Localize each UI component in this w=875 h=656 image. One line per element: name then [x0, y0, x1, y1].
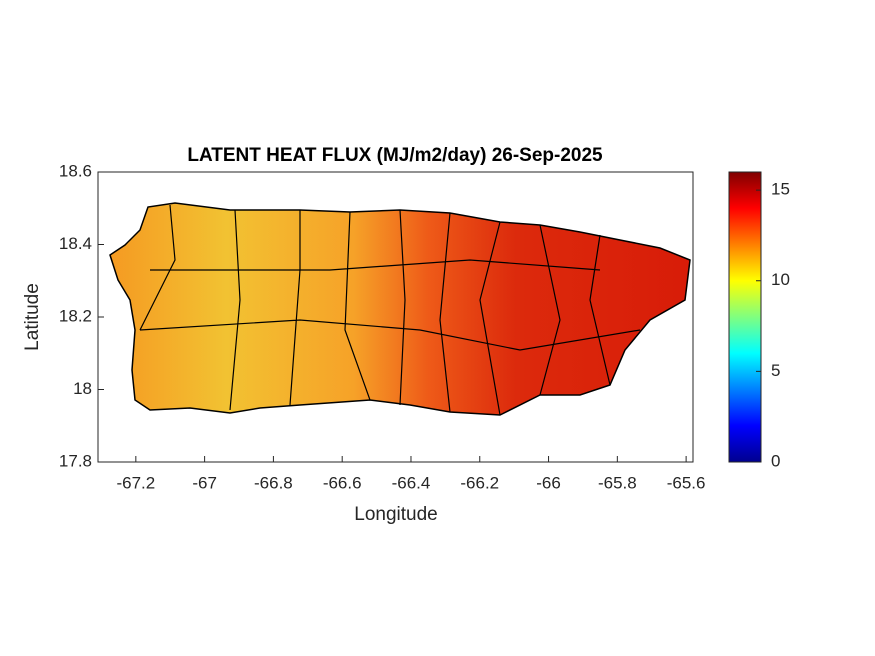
colorbar-tick-label: 5 [771, 361, 780, 380]
x-tick-label: -66.4 [392, 473, 431, 492]
municipal-boundaries [139, 204, 641, 416]
y-tick-label: 18.4 [59, 234, 92, 253]
x-tick-label: -66.8 [254, 473, 293, 492]
x-axis-label: Longitude [354, 504, 437, 525]
x-tick-label: -67 [192, 473, 217, 492]
x-tick-label: -66.6 [323, 473, 362, 492]
colorbar-tick-label: 15 [771, 180, 790, 199]
x-tick-label: -65.6 [667, 473, 706, 492]
colorbar-tick-label: 10 [771, 270, 790, 289]
colorbar [728, 171, 762, 463]
y-axis-label: Latitude [22, 283, 43, 351]
x-tick-label: -66 [536, 473, 561, 492]
x-tick-label: -67.2 [116, 473, 155, 492]
x-tick-label: -66.2 [460, 473, 499, 492]
y-tick-label: 18.2 [59, 306, 92, 325]
x-tick-label: -65.8 [598, 473, 637, 492]
y-tick-label: 18 [73, 379, 92, 398]
y-tick-label: 17.8 [59, 451, 92, 470]
chart-title: LATENT HEAT FLUX (MJ/m2/day) 26-Sep-2025 [187, 145, 603, 166]
colorbar-tick-label: 0 [771, 451, 780, 470]
y-tick-label: 18.6 [59, 161, 92, 180]
